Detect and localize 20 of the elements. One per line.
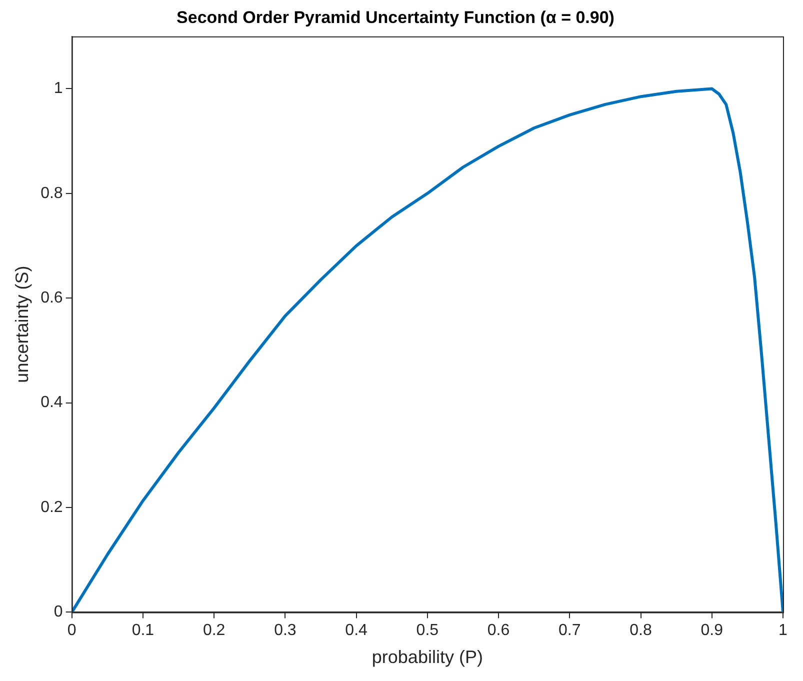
y-tick-label: 0.2 (40, 498, 63, 516)
y-tick-label: 0.4 (40, 394, 63, 412)
y-axis-title: uncertainty (S) (12, 266, 32, 383)
chart-title: Second Order Pyramid Uncertainty Function (α = 0.90) (176, 8, 614, 27)
y-tick-label: 0 (54, 604, 63, 621)
x-tick-label: 0.2 (202, 622, 226, 640)
x-tick-label: 0 (67, 622, 76, 640)
x-tick-label: 1 (778, 622, 788, 640)
x-tick-label: 0.8 (630, 622, 652, 640)
x-tick-label: 0.9 (700, 622, 724, 640)
x-tick-label: 0.1 (132, 622, 154, 640)
y-tick-label: 1 (54, 80, 63, 98)
x-axis-title: probability (P) (372, 647, 483, 668)
x-tick-label: 0.4 (345, 622, 368, 640)
x-tick-label: 0.7 (558, 622, 581, 640)
y-tick-label: 0.8 (40, 184, 63, 202)
x-tick-label: 0.6 (487, 622, 510, 640)
x-tick-label: 0.3 (274, 622, 296, 640)
x-tick-label: 0.5 (416, 622, 439, 640)
y-tick-label: 0.6 (40, 290, 63, 307)
